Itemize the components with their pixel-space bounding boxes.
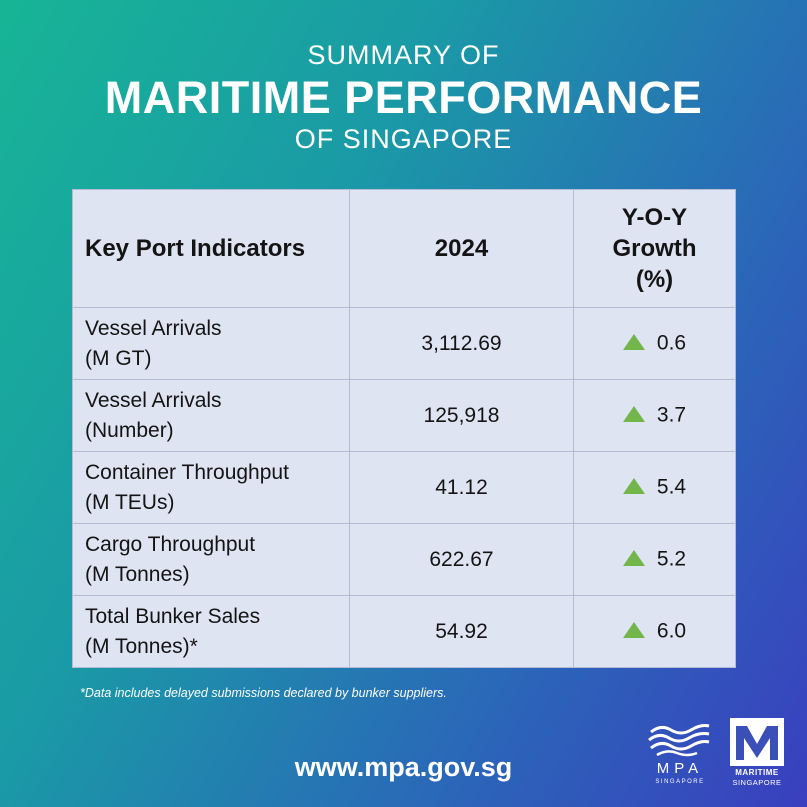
growth-value: 5.4 (656, 475, 687, 499)
maritime-singapore-line-2: SINGAPORE (732, 778, 782, 787)
header-year: 2024 (349, 189, 574, 308)
mpa-logo-text: MPA (656, 760, 704, 777)
table-row: Total Bunker Sales (M Tonnes)* 54.92 6.0 (72, 595, 736, 668)
growth-value: 5.2 (656, 547, 687, 571)
row-growth: 6.0 (573, 595, 736, 668)
row-label-line-2: (M Tonnes)* (85, 634, 198, 658)
up-triangle-icon (622, 549, 645, 566)
row-label: Cargo Throughput (M Tonnes) (72, 523, 350, 596)
row-label: Vessel Arrivals (M GT) (72, 307, 350, 380)
up-triangle-icon (622, 621, 645, 638)
row-growth: 0.6 (573, 307, 736, 380)
header-growth-line-3: (%) (635, 266, 674, 293)
row-label-line-1: Vessel Arrivals (85, 388, 222, 412)
table-row: Container Throughput (M TEUs) 41.12 5.4 (72, 451, 736, 524)
header-key-port-indicators: Key Port Indicators (72, 189, 350, 308)
row-growth: 5.4 (573, 451, 736, 524)
maritime-singapore-logo: MARITIME SINGAPORE (724, 718, 790, 792)
header-growth-line-1: Y-O-Y (621, 204, 688, 231)
row-label-line-2: (M Tonnes) (85, 562, 190, 586)
footnote: *Data includes delayed submissions decla… (80, 686, 447, 700)
table-row: Vessel Arrivals (Number) 125,918 3.7 (72, 379, 736, 452)
website-url: www.mpa.gov.sg (294, 752, 513, 782)
mpa-logo-subtext: SINGAPORE (655, 779, 705, 785)
row-label: Container Throughput (M TEUs) (72, 451, 350, 524)
mpa-logo: MPA SINGAPORE (647, 720, 713, 790)
growth-value: 0.6 (656, 331, 687, 355)
row-label-line-2: (M GT) (85, 346, 152, 370)
growth-value: 6.0 (656, 619, 687, 643)
row-label-line-1: Container Throughput (85, 460, 289, 484)
header-growth-line-2: Growth (612, 235, 697, 262)
row-label: Total Bunker Sales (M Tonnes)* (72, 595, 350, 668)
up-triangle-icon (622, 477, 645, 494)
title-line-2: MARITIME PERFORMANCE (104, 72, 703, 123)
up-triangle-icon (622, 333, 645, 350)
table-header-row: Key Port Indicators 2024 Y-O-Y Growth (%… (72, 189, 736, 308)
row-label-line-1: Vessel Arrivals (85, 316, 222, 340)
row-label-line-1: Total Bunker Sales (85, 604, 261, 628)
key-port-indicators-table: Key Port Indicators 2024 Y-O-Y Growth (%… (72, 189, 736, 668)
table-row: Cargo Throughput (M Tonnes) 622.67 5.2 (72, 523, 736, 596)
growth-value: 3.7 (656, 403, 687, 427)
row-label-line-2: (M TEUs) (85, 490, 175, 514)
row-value: 41.12 (349, 451, 574, 524)
row-value: 3,112.69 (349, 307, 574, 380)
header-yoy-growth: Y-O-Y Growth (%) (573, 189, 736, 308)
maritime-singapore-line-1: MARITIME (735, 768, 779, 777)
title-line-3: OF SINGAPORE (294, 124, 513, 154)
row-growth: 3.7 (573, 379, 736, 452)
maritime-singapore-mark-icon (730, 718, 784, 766)
up-triangle-icon (622, 405, 645, 422)
title-line-1: SUMMARY OF (307, 40, 500, 70)
row-label-line-2: (Number) (85, 418, 174, 442)
mpa-waves-icon (648, 724, 710, 757)
row-growth: 5.2 (573, 523, 736, 596)
row-value: 54.92 (349, 595, 574, 668)
row-value: 125,918 (349, 379, 574, 452)
row-label-line-1: Cargo Throughput (85, 532, 256, 556)
row-value: 622.67 (349, 523, 574, 596)
table-row: Vessel Arrivals (M GT) 3,112.69 0.6 (72, 307, 736, 380)
row-label: Vessel Arrivals (Number) (72, 379, 350, 452)
